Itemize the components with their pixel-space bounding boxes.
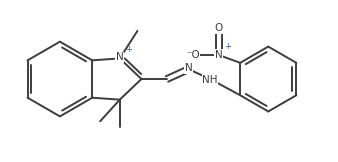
Text: N: N	[215, 50, 222, 60]
Text: N: N	[116, 52, 124, 62]
Text: N: N	[185, 63, 192, 73]
Text: O: O	[214, 23, 223, 33]
Text: NH: NH	[202, 75, 218, 85]
Text: +: +	[224, 42, 231, 51]
Text: ⁻O: ⁻O	[186, 50, 200, 60]
Text: +: +	[125, 45, 132, 54]
